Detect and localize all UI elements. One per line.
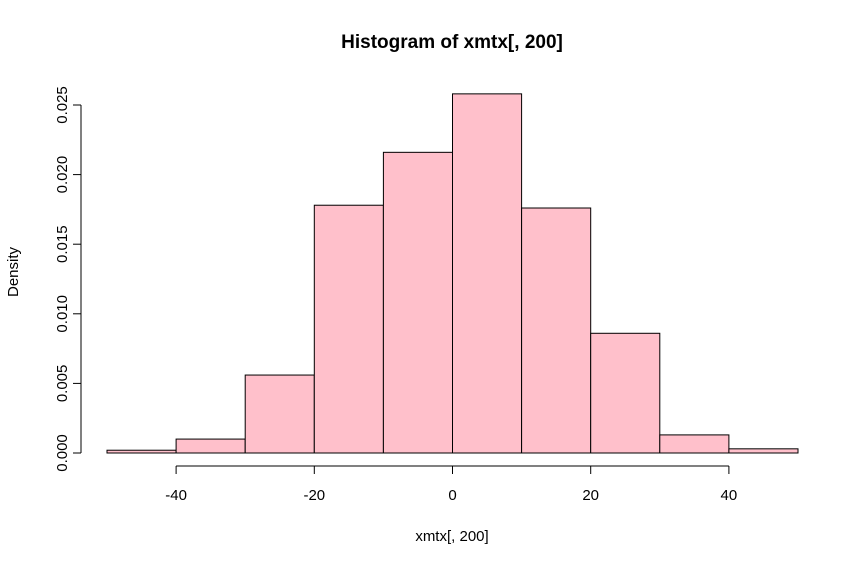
histogram-bar-1 bbox=[175, 438, 246, 454]
histogram-bar-2 bbox=[244, 374, 315, 454]
x-tick-label: -40 bbox=[165, 487, 187, 504]
y-tick-label: 0.000 bbox=[54, 434, 71, 472]
x-tick-label: -20 bbox=[303, 487, 325, 504]
histogram-bar-9 bbox=[728, 448, 799, 454]
x-axis: -40 -20 0 20 40 bbox=[165, 465, 738, 504]
y-axis: 0.000 0.005 0.010 0.015 0.020 0.025 bbox=[54, 86, 82, 472]
y-tick-label: 0.025 bbox=[54, 86, 71, 124]
histogram-bar-4 bbox=[382, 151, 453, 454]
bars-group bbox=[106, 93, 799, 454]
y-tick-label: 0.015 bbox=[54, 225, 71, 263]
x-tick-label: 40 bbox=[721, 487, 738, 504]
y-tick-label: 0.020 bbox=[54, 156, 71, 194]
x-tick-label: 20 bbox=[582, 487, 599, 504]
histogram-bar-5 bbox=[452, 93, 523, 454]
y-tick-label: 0.005 bbox=[54, 365, 71, 403]
histogram-bar-3 bbox=[313, 204, 384, 454]
y-axis-title: Density bbox=[5, 246, 22, 297]
histogram-bar-8 bbox=[659, 434, 730, 454]
histogram-bar-0 bbox=[106, 449, 177, 454]
chart-title: Histogram of xmtx[, 200] bbox=[341, 32, 563, 53]
x-axis-title: xmtx[, 200] bbox=[415, 528, 488, 545]
x-tick-label: 0 bbox=[448, 487, 456, 504]
y-tick-label: 0.010 bbox=[54, 295, 71, 333]
histogram-bar-6 bbox=[521, 207, 592, 454]
histogram-bar-7 bbox=[590, 332, 661, 454]
